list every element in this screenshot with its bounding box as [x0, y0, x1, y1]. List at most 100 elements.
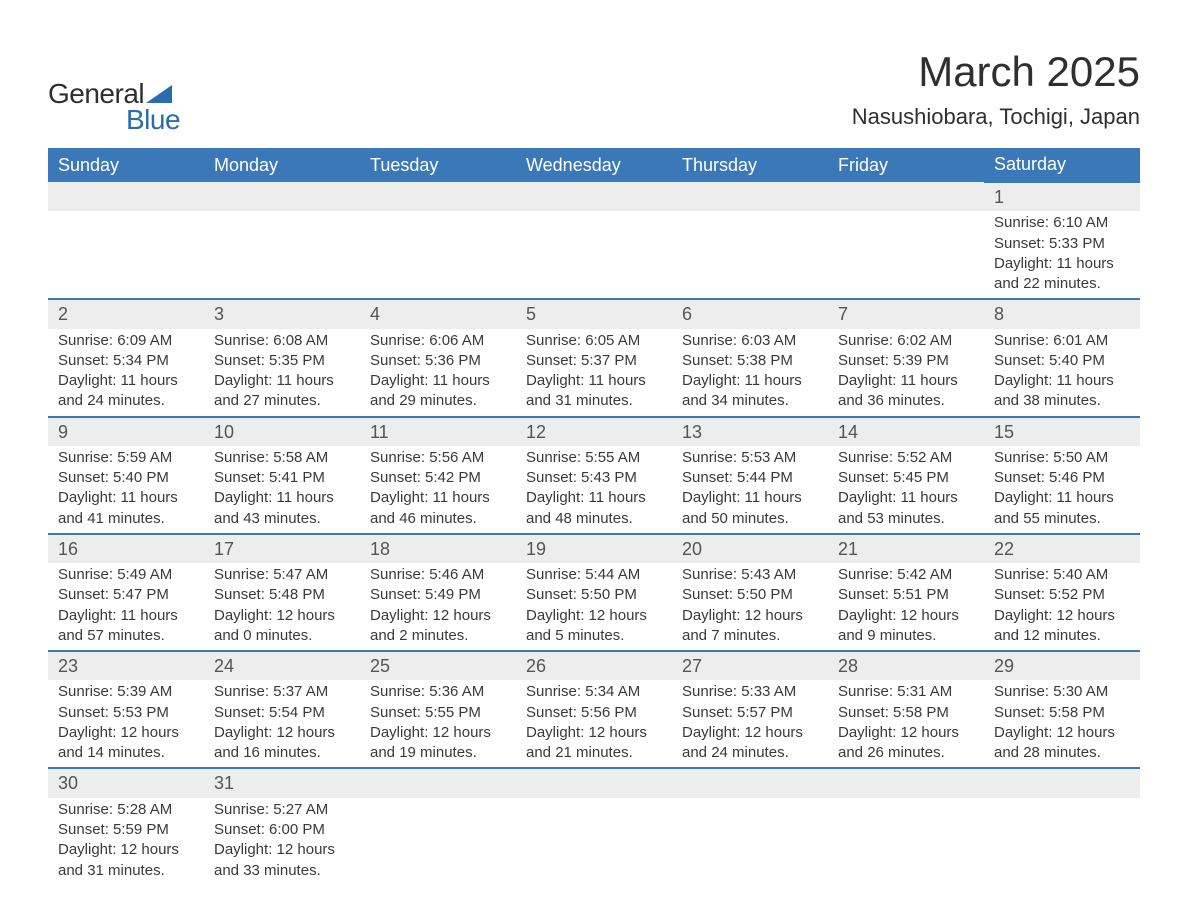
day-body-cell: Sunrise: 5:31 AMSunset: 5:58 PMDaylight:… [828, 680, 984, 768]
daylight-line-2: and 9 minutes. [838, 626, 974, 646]
day-number: 20 [682, 539, 702, 559]
day-number-cell: 22 [984, 534, 1140, 563]
sunrise-line: Sunrise: 5:46 AM [370, 565, 506, 585]
day-number: 3 [214, 304, 224, 324]
day-body-cell [828, 211, 984, 299]
sunset-line: Sunset: 5:55 PM [370, 703, 506, 723]
sunrise-line: Sunrise: 6:02 AM [838, 331, 974, 351]
day-number: 21 [838, 539, 858, 559]
sunset-line: Sunset: 5:54 PM [214, 703, 350, 723]
sunrise-line: Sunrise: 5:59 AM [58, 448, 194, 468]
day-number-cell: 17 [204, 534, 360, 563]
weekday-header: Saturday [984, 148, 1140, 182]
daylight-line-2: and 27 minutes. [214, 391, 350, 411]
day-number-cell: 23 [48, 651, 204, 680]
page-title: March 2025 [852, 48, 1140, 96]
daylight-line-1: Daylight: 11 hours [58, 371, 194, 391]
sunrise-line: Sunrise: 5:58 AM [214, 448, 350, 468]
day-body-cell: Sunrise: 5:58 AMSunset: 5:41 PMDaylight:… [204, 446, 360, 534]
day-number-cell: 2 [48, 299, 204, 328]
day-number: 4 [370, 304, 380, 324]
day-number: 2 [58, 304, 68, 324]
sunset-line: Sunset: 6:00 PM [214, 820, 350, 840]
day-number-cell [828, 182, 984, 211]
daylight-line-2: and 34 minutes. [682, 391, 818, 411]
sunrise-line: Sunrise: 5:42 AM [838, 565, 974, 585]
sunrise-line: Sunrise: 6:05 AM [526, 331, 662, 351]
day-number-cell: 8 [984, 299, 1140, 328]
week-daynum-row: 9101112131415 [48, 417, 1140, 446]
day-number-cell: 16 [48, 534, 204, 563]
day-body-cell: Sunrise: 5:52 AMSunset: 5:45 PMDaylight:… [828, 446, 984, 534]
day-number-cell: 10 [204, 417, 360, 446]
day-body-cell: Sunrise: 5:56 AMSunset: 5:42 PMDaylight:… [360, 446, 516, 534]
day-number: 23 [58, 656, 78, 676]
day-number-cell: 25 [360, 651, 516, 680]
day-body-cell [360, 211, 516, 299]
daylight-line-2: and 33 minutes. [214, 861, 350, 881]
day-number-cell: 9 [48, 417, 204, 446]
daylight-line-1: Daylight: 12 hours [994, 606, 1130, 626]
day-number-cell [48, 182, 204, 211]
daylight-line-1: Daylight: 11 hours [214, 371, 350, 391]
daylight-line-2: and 55 minutes. [994, 509, 1130, 529]
sunrise-line: Sunrise: 5:28 AM [58, 800, 194, 820]
day-body-cell: Sunrise: 5:50 AMSunset: 5:46 PMDaylight:… [984, 446, 1140, 534]
day-body-cell [516, 798, 672, 885]
header: General Blue March 2025 Nasushiobara, To… [48, 48, 1140, 136]
day-number-cell: 15 [984, 417, 1140, 446]
day-number: 9 [58, 422, 68, 442]
day-number-cell: 28 [828, 651, 984, 680]
daylight-line-1: Daylight: 11 hours [994, 488, 1130, 508]
daylight-line-1: Daylight: 11 hours [838, 488, 974, 508]
sunrise-line: Sunrise: 6:03 AM [682, 331, 818, 351]
logo-word-blue: Blue [126, 104, 180, 136]
day-number: 30 [58, 773, 78, 793]
sunrise-line: Sunrise: 5:31 AM [838, 682, 974, 702]
daylight-line-2: and 36 minutes. [838, 391, 974, 411]
day-number: 22 [994, 539, 1014, 559]
day-body-cell: Sunrise: 5:30 AMSunset: 5:58 PMDaylight:… [984, 680, 1140, 768]
day-body-cell [204, 211, 360, 299]
sunset-line: Sunset: 5:50 PM [526, 585, 662, 605]
day-number: 27 [682, 656, 702, 676]
week-daynum-row: 2345678 [48, 299, 1140, 328]
daylight-line-2: and 19 minutes. [370, 743, 506, 763]
daylight-line-2: and 5 minutes. [526, 626, 662, 646]
daylight-line-1: Daylight: 12 hours [526, 606, 662, 626]
daylight-line-2: and 16 minutes. [214, 743, 350, 763]
daylight-line-1: Daylight: 11 hours [370, 371, 506, 391]
day-body-cell [984, 798, 1140, 885]
weekday-header: Monday [204, 148, 360, 182]
day-number-cell: 30 [48, 768, 204, 797]
day-number: 11 [370, 422, 389, 442]
daylight-line-2: and 31 minutes. [526, 391, 662, 411]
day-number-cell [360, 768, 516, 797]
day-number-cell: 31 [204, 768, 360, 797]
sunset-line: Sunset: 5:48 PM [214, 585, 350, 605]
sunset-line: Sunset: 5:59 PM [58, 820, 194, 840]
daylight-line-2: and 26 minutes. [838, 743, 974, 763]
daylight-line-2: and 50 minutes. [682, 509, 818, 529]
day-number: 8 [994, 304, 1004, 324]
week-daynum-row: 1 [48, 182, 1140, 211]
daylight-line-2: and 24 minutes. [682, 743, 818, 763]
day-number-cell: 1 [984, 182, 1140, 211]
sunset-line: Sunset: 5:39 PM [838, 351, 974, 371]
daylight-line-1: Daylight: 11 hours [58, 488, 194, 508]
weekday-header: Sunday [48, 148, 204, 182]
day-number: 14 [838, 422, 858, 442]
day-number: 31 [214, 773, 234, 793]
day-body-cell [360, 798, 516, 885]
daylight-line-1: Daylight: 11 hours [526, 371, 662, 391]
day-number-cell: 29 [984, 651, 1140, 680]
day-number-cell: 13 [672, 417, 828, 446]
daylight-line-2: and 22 minutes. [994, 274, 1130, 294]
daylight-line-1: Daylight: 12 hours [526, 723, 662, 743]
day-body-cell [516, 211, 672, 299]
day-number: 18 [370, 539, 390, 559]
daylight-line-1: Daylight: 11 hours [682, 488, 818, 508]
day-number-cell [360, 182, 516, 211]
daylight-line-2: and 7 minutes. [682, 626, 818, 646]
daylight-line-2: and 46 minutes. [370, 509, 506, 529]
